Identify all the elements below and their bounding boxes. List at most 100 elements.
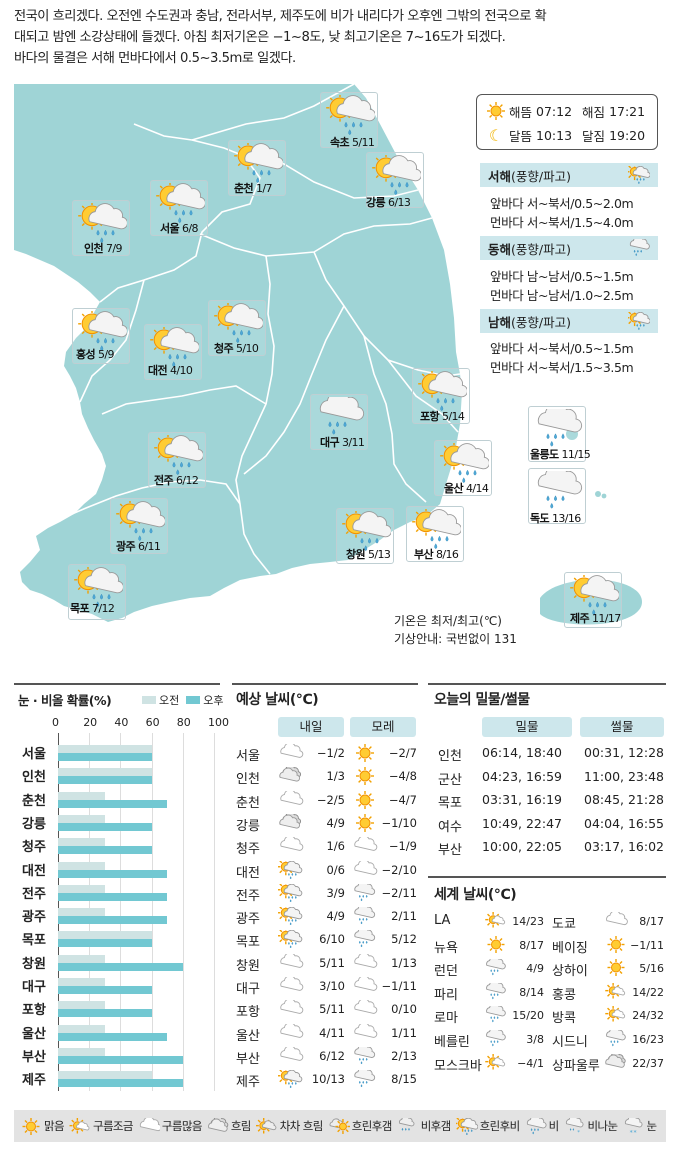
- svg-text:* *: * *: [629, 1129, 636, 1134]
- forecast-dayafter-temp: −1/11: [381, 979, 417, 993]
- category-label: 포항: [22, 1003, 46, 1019]
- legend-item: 비후갬: [397, 1117, 451, 1135]
- bar-am: [58, 1001, 105, 1010]
- tide-city: 여수: [438, 819, 462, 835]
- korea-weather-map: 속초 5/11 춘천 1/7 강릉 6/13 서울 6/8 인천 7/9 홍성 …: [14, 84, 666, 676]
- rain-after-clouds-icon: [74, 567, 123, 607]
- cloudy-icon: [354, 837, 378, 851]
- city-label-busan: 부산 8/16: [414, 548, 459, 561]
- rain-after-clouds-icon: [628, 312, 650, 330]
- city-label-daegu: 대구 3/11: [320, 436, 365, 449]
- tide-high-time: 04:23, 16:59: [482, 768, 562, 784]
- forecast-tomorrow-temp: −1/2: [316, 746, 345, 760]
- cloudy-icon: [280, 1000, 304, 1015]
- forecast-city: 대구: [236, 982, 260, 997]
- city-label-hongseong: 홍성 5/9: [76, 348, 114, 361]
- tide-high-time: 10:49, 22:47: [482, 815, 562, 831]
- category-label: 울산: [22, 1026, 46, 1042]
- x-gridline: [120, 733, 122, 1091]
- legend-label: 비나눈: [587, 1119, 619, 1133]
- legend-label: 눈: [646, 1119, 658, 1133]
- tide-high-time: 06:14, 18:40: [482, 745, 562, 760]
- rain-icon: [354, 1046, 376, 1065]
- rain-after-clouds-icon: [628, 166, 650, 184]
- forecast-tomorrow-temp: 1/3: [326, 769, 345, 784]
- moonset-time: 19:20: [609, 127, 646, 143]
- world-temp: 24/32: [632, 1009, 664, 1023]
- city-label-mokpo: 목포 7/12: [70, 602, 115, 615]
- city-label-ulsan: 울산 4/14: [444, 482, 489, 495]
- rain-after-clouds-icon: [455, 1117, 478, 1135]
- cloudy-icon: [280, 837, 304, 851]
- tide-col-low: 썰물: [580, 717, 664, 737]
- divider: [14, 683, 220, 685]
- rain-icon: [319, 397, 365, 435]
- rain-icon: [486, 1030, 506, 1047]
- forecast-city: 광주: [236, 912, 260, 928]
- moonrise-time: 10:13: [536, 127, 573, 143]
- city-box-daejeon: [144, 324, 202, 380]
- cloudy-icon: [280, 977, 304, 991]
- city-box-gangneung: [366, 152, 424, 208]
- rain-icon: [606, 1030, 626, 1047]
- sunny-icon: [487, 935, 505, 953]
- city-label-jeonju: 전주 6/12: [154, 474, 199, 487]
- legend-label: 맑음: [44, 1119, 65, 1133]
- moonrise-label: 달뜸: [509, 128, 533, 144]
- world-city: 런던: [434, 964, 458, 980]
- bar-pm: [58, 1032, 168, 1041]
- cloudy-icon: [139, 1117, 160, 1131]
- forecast-tomorrow-temp: 4/9: [326, 909, 345, 924]
- rain-after-clouds-icon: [78, 311, 127, 351]
- bar-pm: [58, 799, 168, 808]
- rain-icon: [486, 959, 506, 976]
- bar-am: [58, 931, 152, 940]
- divider: [232, 683, 418, 685]
- bar-pm: [58, 846, 152, 855]
- city-label-sokcho: 속초 5/11: [330, 136, 375, 149]
- city-box-jeonju: [148, 432, 206, 488]
- city-label-chuncheon: 춘천 1/7: [234, 182, 272, 195]
- legend-am-swatch: [142, 696, 156, 704]
- tide-low-time: 03:17, 16:02: [584, 839, 664, 854]
- rain-icon: [486, 982, 506, 999]
- mainland-shape: [14, 84, 462, 622]
- svg-text:*: *: [577, 1130, 580, 1135]
- rain-after-clouds-icon: [278, 930, 303, 949]
- partly-cloudy-icon: [485, 1053, 506, 1070]
- city-box-daegu: [310, 394, 368, 450]
- bar-am: [58, 908, 105, 917]
- rain-icon: [526, 1117, 547, 1134]
- legend-item: 구름조금: [69, 1117, 133, 1135]
- city-label-pohang: 포항 5/14: [420, 410, 465, 423]
- overcast-icon: [605, 1053, 626, 1068]
- legend-pm-swatch: [186, 696, 201, 704]
- sun-icon: [487, 102, 505, 120]
- cloudy-icon: [354, 977, 378, 991]
- sunny-icon: [356, 744, 374, 762]
- world-city: 뉴욕: [434, 940, 458, 956]
- tide-low-time: 04:04, 16:55: [584, 815, 664, 831]
- forecast-dayafter-temp: −2/7: [388, 746, 417, 760]
- category-label: 목포: [22, 933, 46, 949]
- forecast-dayafter-temp: −4/8: [388, 769, 417, 784]
- forecast-tomorrow-temp: 0/6: [326, 862, 345, 877]
- legend-am-label: 오전: [159, 694, 180, 707]
- forecast-city: 부산: [236, 1051, 260, 1067]
- bar-am: [58, 1047, 105, 1056]
- partly-cloudy-icon: [69, 1117, 90, 1134]
- rain-after-clouds-icon: [278, 1070, 303, 1089]
- city-box-incheon: [72, 200, 130, 256]
- city-box-ulleungdo: [528, 406, 586, 462]
- forecast-row: 대전 0/6 −2/10: [0, 860, 420, 884]
- city-box-ulsan: [434, 440, 492, 496]
- world-temp: 5/16: [639, 962, 664, 976]
- snow-icon: * *: [624, 1117, 642, 1135]
- tide-city: 인천: [438, 749, 462, 764]
- category-label: 전주: [22, 886, 46, 902]
- sunny-icon: [22, 1117, 40, 1135]
- category-label: 서울: [22, 747, 46, 762]
- world-city: 로마: [434, 1011, 458, 1027]
- forecast-row: 포항 5/11 0/10: [0, 1000, 420, 1023]
- rain-after-clouds-icon: [570, 575, 619, 615]
